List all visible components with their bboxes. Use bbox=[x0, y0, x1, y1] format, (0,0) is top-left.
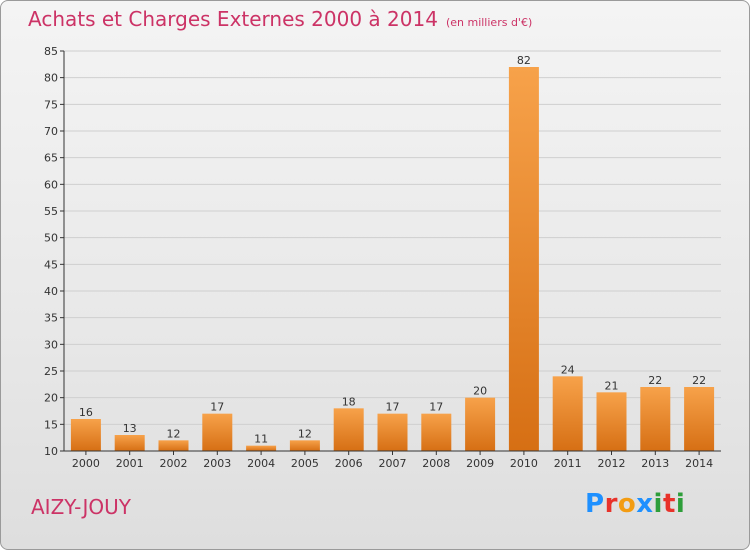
bar bbox=[640, 387, 671, 451]
data-label: 20 bbox=[473, 385, 487, 398]
data-label: 12 bbox=[298, 427, 312, 440]
data-label: 18 bbox=[342, 395, 356, 408]
data-label: 17 bbox=[386, 401, 400, 414]
grid-layer bbox=[64, 50, 721, 452]
bar bbox=[202, 413, 233, 451]
y-tick-label: 15 bbox=[44, 418, 58, 431]
bar bbox=[158, 440, 189, 451]
x-tick-label: 2007 bbox=[379, 457, 407, 470]
y-tick-label: 35 bbox=[44, 312, 58, 325]
data-label: 16 bbox=[79, 406, 93, 419]
data-label: 24 bbox=[561, 363, 575, 376]
bar bbox=[465, 397, 496, 451]
logo-letter: x bbox=[636, 489, 654, 519]
data-label: 21 bbox=[605, 379, 619, 392]
place-name: AIZY-JOUY bbox=[31, 495, 131, 519]
x-tick-label: 2009 bbox=[466, 457, 494, 470]
logo-letter: i bbox=[675, 489, 686, 519]
x-tick-label: 2012 bbox=[598, 457, 626, 470]
x-tick-label: 2014 bbox=[685, 457, 713, 470]
x-tick-label: 2000 bbox=[72, 457, 100, 470]
y-tick-label: 20 bbox=[44, 392, 58, 405]
y-tick-label: 80 bbox=[44, 72, 58, 85]
y-tick-label: 60 bbox=[44, 178, 58, 191]
x-tick-label: 2004 bbox=[247, 457, 275, 470]
y-tick-label: 65 bbox=[44, 152, 58, 165]
data-label: 22 bbox=[692, 374, 706, 387]
bar bbox=[421, 413, 452, 451]
bar bbox=[246, 445, 277, 451]
bars-layer bbox=[70, 67, 715, 451]
bar bbox=[114, 435, 145, 451]
y-tick-label: 10 bbox=[44, 445, 58, 458]
bar bbox=[508, 67, 539, 451]
x-tick-label: 2013 bbox=[641, 457, 669, 470]
y-tick-label: 75 bbox=[44, 98, 58, 111]
logo-letter: t bbox=[662, 489, 676, 519]
logo-letter: r bbox=[604, 489, 618, 519]
y-tick-label: 40 bbox=[44, 285, 58, 298]
y-tick-label: 50 bbox=[44, 232, 58, 245]
y-tick-label: 25 bbox=[44, 365, 58, 378]
x-tick-label: 2003 bbox=[203, 457, 231, 470]
chart-title-text: Achats et Charges Externes 2000 à 2014 bbox=[28, 7, 438, 31]
x-tick-label: 2006 bbox=[335, 457, 363, 470]
y-tick-label: 45 bbox=[44, 258, 58, 271]
data-label: 17 bbox=[210, 401, 224, 414]
axis-layer: 10 15 20 25 30 35 40 45 50 55 60 65 70 75 80 85 bbox=[44, 45, 721, 458]
labels-layer: 2000 16 2001 13 2002 12 2003 17 2004 11 2005 12 2006… bbox=[72, 54, 713, 470]
x-tick-label: 2011 bbox=[554, 457, 582, 470]
bar bbox=[70, 419, 101, 451]
x-tick-label: 2010 bbox=[510, 457, 538, 470]
bar bbox=[552, 376, 583, 451]
data-label: 22 bbox=[648, 374, 662, 387]
bar bbox=[289, 440, 320, 451]
bar bbox=[684, 387, 715, 451]
logo-letter: o bbox=[617, 489, 637, 519]
x-tick-label: 2005 bbox=[291, 457, 319, 470]
x-tick-label: 2001 bbox=[116, 457, 144, 470]
bar bbox=[377, 413, 408, 451]
chart-title: Achats et Charges Externes 2000 à 2014 (e… bbox=[28, 7, 532, 31]
x-tick-label: 2008 bbox=[422, 457, 450, 470]
data-label: 12 bbox=[167, 427, 181, 440]
logo-letter: P bbox=[585, 489, 605, 519]
data-label: 11 bbox=[254, 433, 268, 446]
y-tick-label: 85 bbox=[44, 45, 58, 58]
data-label: 13 bbox=[123, 422, 137, 435]
logo-letter: i bbox=[653, 489, 663, 519]
x-tick-label: 2002 bbox=[160, 457, 188, 470]
proxiti-logo[interactable]: Proxiti bbox=[585, 489, 685, 519]
data-label: 17 bbox=[429, 401, 443, 414]
data-label: 82 bbox=[517, 54, 531, 67]
bar bbox=[333, 408, 364, 451]
bar bbox=[596, 392, 627, 451]
chart-subtitle: (en milliers d'€) bbox=[445, 16, 533, 29]
y-tick-label: 70 bbox=[44, 125, 58, 138]
y-tick-label: 30 bbox=[44, 338, 58, 351]
y-tick-label: 55 bbox=[44, 205, 58, 218]
